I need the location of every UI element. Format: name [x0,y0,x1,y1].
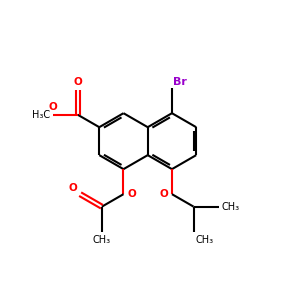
Text: O: O [73,77,82,87]
Text: H₃C: H₃C [32,110,50,120]
Text: O: O [127,189,136,199]
Text: CH₃: CH₃ [196,235,214,245]
Text: O: O [68,183,77,193]
Text: CH₃: CH₃ [93,235,111,245]
Text: CH₃: CH₃ [221,202,239,212]
Text: O: O [160,189,168,199]
Text: O: O [48,102,57,112]
Text: Br: Br [173,77,187,87]
